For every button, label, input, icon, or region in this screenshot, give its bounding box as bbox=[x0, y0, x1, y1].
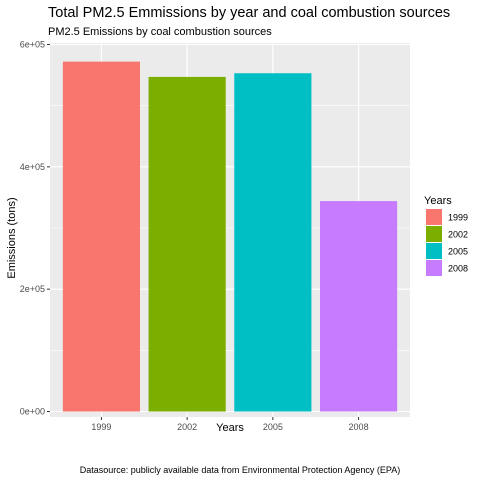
bar-2008 bbox=[320, 201, 398, 412]
bar-2002 bbox=[148, 76, 226, 412]
legend-key-2005 bbox=[426, 243, 442, 259]
x-axis: 1999 2002 2005 2008 bbox=[91, 417, 369, 432]
legend-label: 2005 bbox=[448, 247, 468, 257]
chart-caption: Datasource: publicly available data from… bbox=[80, 465, 401, 475]
y-tick-label: 4e+05 bbox=[20, 162, 45, 172]
x-tick-label: 2005 bbox=[263, 422, 283, 432]
legend-title: Years bbox=[424, 195, 452, 207]
y-axis-title: Emissions (tons) bbox=[6, 197, 18, 278]
legend-label: 2002 bbox=[448, 230, 468, 240]
x-tick-label: 2008 bbox=[349, 422, 369, 432]
bar-2005 bbox=[234, 73, 312, 412]
chart-subtitle: PM2.5 Emissions by coal combustion sourc… bbox=[48, 26, 272, 38]
y-axis: 0e+00 2e+05 4e+05 6e+05 bbox=[20, 40, 50, 417]
legend-key-2008 bbox=[426, 260, 442, 276]
legend-key-1999 bbox=[426, 209, 442, 225]
legend-label: 2008 bbox=[448, 264, 468, 274]
bar-1999 bbox=[62, 61, 140, 412]
y-tick-label: 0e+00 bbox=[20, 407, 45, 417]
legend-label: 1999 bbox=[448, 213, 468, 223]
x-tick-label: 2002 bbox=[177, 422, 197, 432]
x-tick-label: 1999 bbox=[91, 422, 111, 432]
legend-key-2002 bbox=[426, 226, 442, 242]
bars-group bbox=[62, 61, 398, 412]
y-tick-label: 6e+05 bbox=[20, 40, 45, 50]
y-tick-label: 2e+05 bbox=[20, 284, 45, 294]
legend: 1999 2002 2005 2008 bbox=[426, 209, 468, 276]
x-axis-title: Years bbox=[216, 422, 244, 434]
chart-title: Total PM2.5 Emmissions by year and coal … bbox=[48, 5, 450, 21]
